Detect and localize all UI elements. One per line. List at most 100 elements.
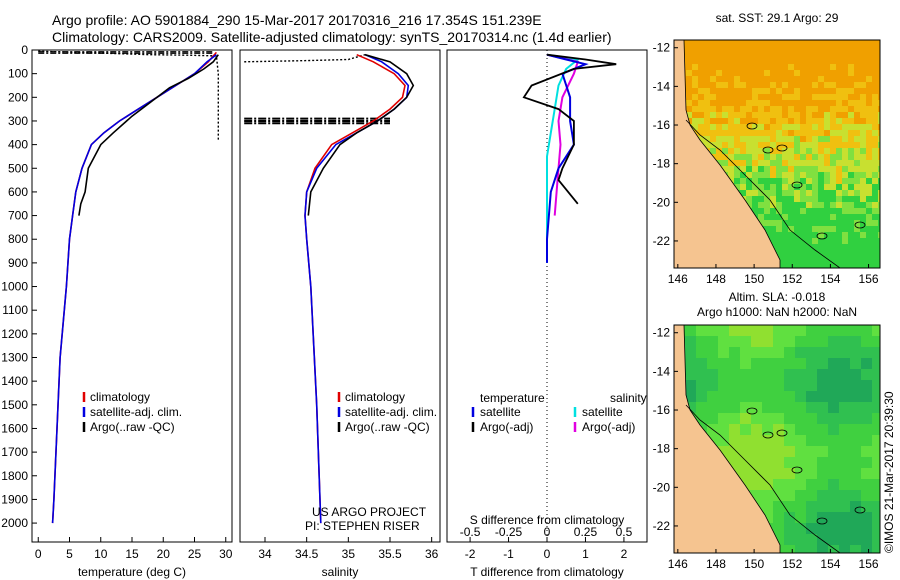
sst-map-cell	[848, 196, 855, 203]
sst-map-cell	[734, 160, 741, 167]
sst-map-cell	[836, 154, 843, 161]
sst-map-cell	[794, 100, 801, 107]
sla-map-ytick-label: -22	[653, 519, 671, 533]
sst-map-cell	[866, 238, 873, 245]
sst-map-cell	[734, 64, 741, 71]
sst-map-cell	[812, 250, 819, 257]
sla-map-cell	[685, 347, 697, 359]
sst-map-cell	[824, 58, 831, 65]
sst-map-cell	[704, 94, 711, 101]
sst-map-cell	[788, 160, 795, 167]
sla-map-cell	[795, 347, 807, 359]
sst-map-cell	[842, 130, 849, 137]
sst-map-cell	[704, 136, 711, 143]
sst-map-cell	[848, 136, 855, 143]
sst-map-cell	[722, 76, 729, 83]
sst-map-cell	[842, 64, 849, 71]
sst-map-cell	[848, 130, 855, 137]
sst-map-cell	[782, 136, 789, 143]
sla-map-cell	[872, 380, 880, 392]
sst-map-cell	[860, 148, 867, 155]
sla-map-cell	[729, 358, 741, 370]
sst-map-cell	[788, 166, 795, 173]
sst-map-cell	[842, 172, 849, 179]
sst-map-cell	[794, 52, 801, 59]
sst-map-cell	[812, 70, 819, 77]
sst-map-cell	[836, 256, 843, 263]
sst-map-cell	[722, 142, 729, 149]
sla-map-cell	[839, 523, 851, 535]
sst-map-cell	[752, 76, 759, 83]
sst-map-cell	[800, 70, 807, 77]
sst-map-cell	[818, 226, 825, 233]
sst-map-cell	[830, 70, 837, 77]
sst-map-cell	[800, 262, 807, 268]
sst-map-cell	[752, 190, 759, 197]
sla-map-cell	[850, 457, 862, 469]
sla-map-shelf-contour	[685, 404, 841, 553]
sla-map-cell	[861, 391, 873, 403]
sst-map-cell	[860, 250, 867, 257]
sst-map-cell	[818, 100, 825, 107]
sst-map-cell	[800, 208, 807, 215]
sst-map-cell	[728, 94, 735, 101]
sst-map-cell	[806, 178, 813, 185]
sst-map-cell	[794, 250, 801, 257]
sst-map-cell	[698, 52, 705, 59]
sst-map-cell	[854, 76, 861, 83]
sst-map-cell	[872, 88, 879, 95]
t-satellite-line	[546, 53, 589, 263]
sst-map-cell	[794, 190, 801, 197]
sst-map-cell	[842, 112, 849, 119]
sst-map-cell	[812, 118, 819, 125]
sst-map-cell	[794, 82, 801, 89]
sst-map-cell	[854, 118, 861, 125]
sst-map-cell	[860, 82, 867, 89]
sst-map-cell	[812, 172, 819, 179]
sst-map-cell	[872, 40, 879, 47]
sst-map-cell	[794, 208, 801, 215]
sst-map-cell	[806, 106, 813, 113]
sst-map-cell	[854, 208, 861, 215]
sst-map-cell	[818, 262, 825, 268]
sst-map-cell	[800, 124, 807, 131]
sst-map-cell	[830, 250, 837, 257]
sst-map-cell	[740, 190, 747, 197]
sst-map-cell	[836, 88, 843, 95]
sla-map-cell	[839, 369, 851, 381]
sla-map-cell	[707, 380, 719, 392]
sst-map-cell	[812, 106, 819, 113]
sst-map-cell	[794, 184, 801, 191]
sla-map-cell	[839, 358, 851, 370]
sla-map-cell	[839, 391, 851, 403]
sst-map-cell	[860, 232, 867, 239]
sst-map-cell	[782, 214, 789, 221]
sla-map-cell	[828, 325, 840, 337]
sla-map-cell	[729, 325, 741, 337]
sst-map-cell	[806, 214, 813, 221]
sst-map-cell	[686, 46, 693, 53]
sst-map-cell	[836, 76, 843, 83]
sla-map-cell	[861, 347, 873, 359]
sst-map-cell	[860, 208, 867, 215]
sst-map-cell	[770, 238, 777, 245]
sst-map-cell	[776, 214, 783, 221]
sst-map-shelf-contour	[685, 119, 841, 268]
sla-map-cell	[828, 512, 840, 524]
sst-map-cell	[776, 46, 783, 53]
sst-map-cell	[752, 112, 759, 119]
sla-map-cell	[872, 501, 880, 513]
sst-map-cell	[752, 64, 759, 71]
sla-map-reef-contour	[762, 431, 774, 439]
sst-map-cell	[746, 88, 753, 95]
sst-map-cell	[710, 52, 717, 59]
sla-map-cell	[751, 325, 763, 337]
sst-map-cell	[794, 130, 801, 137]
sst-map-cell	[758, 214, 765, 221]
sst-map-cell	[806, 46, 813, 53]
sla-map-cell	[718, 369, 730, 381]
sst-map-cell	[722, 52, 729, 59]
sst-map-cell	[764, 172, 771, 179]
sst-map-cell	[878, 250, 880, 257]
sst-map-cell	[710, 46, 717, 53]
